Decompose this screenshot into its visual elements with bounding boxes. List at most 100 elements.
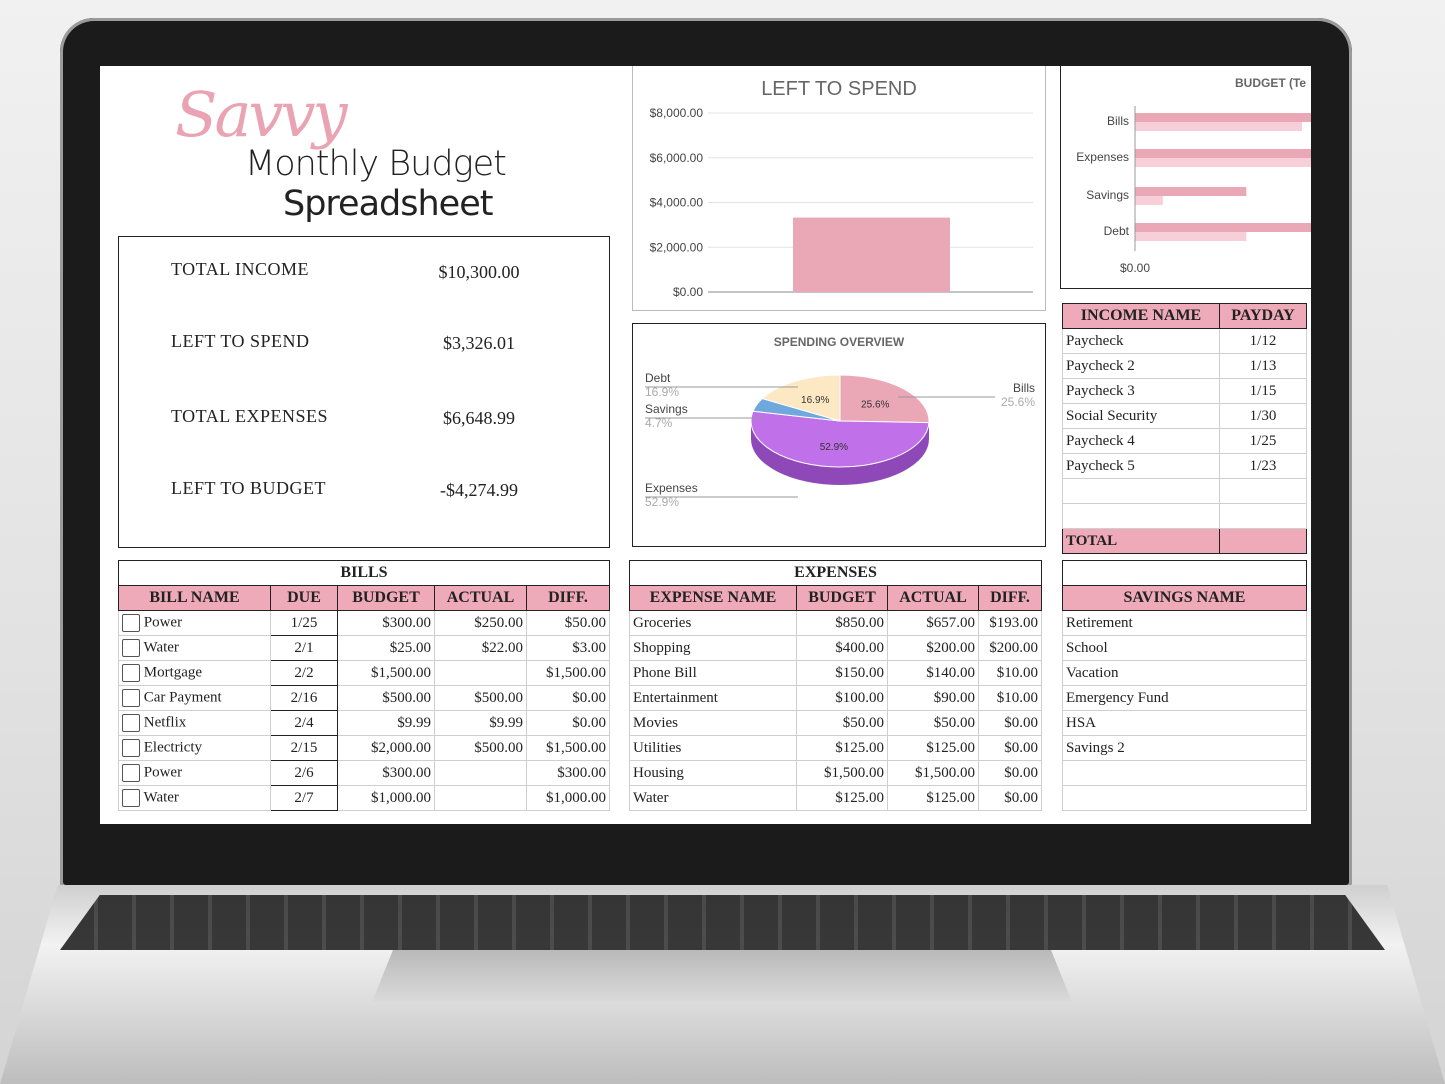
expense-name-cell[interactable]: Movies [629, 710, 797, 736]
income-name-cell[interactable] [1062, 503, 1220, 529]
expense-actual-cell[interactable]: $125.00 [887, 785, 979, 811]
bill-budget-cell[interactable]: $1,000.00 [337, 785, 435, 811]
bill-name-cell[interactable]: Car Payment [118, 685, 271, 711]
bill-budget-cell[interactable]: $1,500.00 [337, 660, 435, 686]
summary-value[interactable]: $3,326.01 [443, 333, 515, 353]
summary-value[interactable]: -$4,274.99 [440, 480, 518, 500]
bill-paid-checkbox[interactable] [122, 739, 140, 757]
income-payday-cell[interactable] [1219, 478, 1307, 504]
bill-actual-cell[interactable] [434, 760, 527, 786]
expense-diff-cell[interactable]: $0.00 [978, 785, 1042, 811]
income-name-cell[interactable]: Paycheck [1062, 328, 1220, 354]
bill-diff-cell[interactable]: $0.00 [526, 685, 610, 711]
bill-actual-cell[interactable] [434, 660, 527, 686]
bill-name-header[interactable]: BILL NAME [118, 585, 271, 611]
expense-diff-cell[interactable]: $200.00 [978, 635, 1042, 661]
bill-budget-cell[interactable]: $2,000.00 [337, 735, 435, 761]
expense-diff-cell[interactable]: $0.00 [978, 760, 1042, 786]
income-payday-cell[interactable]: 1/23 [1219, 453, 1307, 479]
spending-overview-chart[interactable]: SPENDING OVERVIEW 25.6% 52.9% 16.9% Debt 16.9… [632, 323, 1046, 547]
expense-diff-cell[interactable]: $0.00 [978, 735, 1042, 761]
bill-due-cell[interactable]: 2/7 [270, 785, 338, 811]
income-payday-cell[interactable] [1219, 503, 1307, 529]
bill-budget-cell[interactable]: $25.00 [337, 635, 435, 661]
bill-actual-cell[interactable]: $22.00 [434, 635, 527, 661]
income-name-cell[interactable]: Social Security [1062, 403, 1220, 429]
bill-actual-cell[interactable]: $500.00 [434, 685, 527, 711]
expense-name-cell[interactable]: Shopping [629, 635, 797, 661]
expense-budget-cell[interactable]: $150.00 [796, 660, 888, 686]
bill-actual-cell[interactable]: $250.00 [434, 610, 527, 636]
expense-diff-cell[interactable]: $10.00 [978, 685, 1042, 711]
budget-chart[interactable]: BUDGET (TeBillsExpensesSavingsDebt$0.00$… [1060, 66, 1311, 289]
income-name-cell[interactable]: Paycheck 2 [1062, 353, 1220, 379]
bill-paid-checkbox[interactable] [122, 664, 140, 682]
income-name-cell[interactable]: Paycheck 4 [1062, 428, 1220, 454]
bill-name-cell[interactable]: Electricty [118, 735, 271, 761]
bill-due-header[interactable]: DUE [270, 585, 338, 611]
bill-budget-header[interactable]: BUDGET [337, 585, 435, 611]
savings-name-cell[interactable]: School [1062, 635, 1307, 661]
expense-name-cell[interactable]: Groceries [629, 610, 797, 636]
bill-actual-header[interactable]: ACTUAL [434, 585, 527, 611]
savings-name-cell[interactable]: Savings 2 [1062, 735, 1307, 761]
bill-paid-checkbox[interactable] [122, 689, 140, 707]
expense-budget-cell[interactable]: $400.00 [796, 635, 888, 661]
income-name-cell[interactable]: Paycheck 3 [1062, 378, 1220, 404]
bill-diff-cell[interactable]: $50.00 [526, 610, 610, 636]
bill-name-cell[interactable]: Mortgage [118, 660, 271, 686]
bill-due-cell[interactable]: 2/2 [270, 660, 338, 686]
savings-name-cell[interactable]: HSA [1062, 710, 1307, 736]
income-total-label[interactable]: TOTAL [1062, 528, 1220, 554]
expense-budget-cell[interactable]: $50.00 [796, 710, 888, 736]
savings-name-cell[interactable] [1062, 785, 1307, 811]
left-to-spend-chart[interactable]: LEFT TO SPEND $8,000.00 $6,000.00 $4,000.00… [632, 66, 1046, 311]
income-payday-cell[interactable]: 1/12 [1219, 328, 1307, 354]
savings-name-cell[interactable]: Vacation [1062, 660, 1307, 686]
bill-due-cell[interactable]: 1/25 [270, 610, 338, 636]
bill-paid-checkbox[interactable] [122, 789, 140, 807]
expense-actual-cell[interactable]: $90.00 [887, 685, 979, 711]
expense-budget-cell[interactable]: $125.00 [796, 735, 888, 761]
bill-name-cell[interactable]: Water [118, 635, 271, 661]
bill-due-cell[interactable]: 2/6 [270, 760, 338, 786]
expense-actual-cell[interactable]: $125.00 [887, 735, 979, 761]
bill-name-cell[interactable]: Netflix [118, 710, 271, 736]
expense-diff-cell[interactable]: $10.00 [978, 660, 1042, 686]
bill-diff-cell[interactable]: $3.00 [526, 635, 610, 661]
income-payday-cell[interactable]: 1/25 [1219, 428, 1307, 454]
bill-diff-header[interactable]: DIFF. [526, 585, 610, 611]
bill-name-cell[interactable]: Power [118, 760, 271, 786]
expense-name-cell[interactable]: Entertainment [629, 685, 797, 711]
bill-budget-cell[interactable]: $9.99 [337, 710, 435, 736]
bill-paid-checkbox[interactable] [122, 714, 140, 732]
bill-budget-cell[interactable]: $500.00 [337, 685, 435, 711]
expense-budget-cell[interactable]: $125.00 [796, 785, 888, 811]
expense-name-header[interactable]: EXPENSE NAME [629, 585, 797, 611]
savings-name-cell[interactable]: Emergency Fund [1062, 685, 1307, 711]
bill-actual-cell[interactable]: $9.99 [434, 710, 527, 736]
income-name-cell[interactable]: Paycheck 5 [1062, 453, 1220, 479]
bill-diff-cell[interactable]: $1,500.00 [526, 660, 610, 686]
expense-actual-header[interactable]: ACTUAL [887, 585, 979, 611]
bill-diff-cell[interactable]: $0.00 [526, 710, 610, 736]
income-payday-cell[interactable]: 1/13 [1219, 353, 1307, 379]
expense-budget-cell[interactable]: $100.00 [796, 685, 888, 711]
expense-name-cell[interactable]: Water [629, 785, 797, 811]
bill-paid-checkbox[interactable] [122, 764, 140, 782]
bill-diff-cell[interactable]: $1,500.00 [526, 735, 610, 761]
bill-due-cell[interactable]: 2/16 [270, 685, 338, 711]
bill-due-cell[interactable]: 2/1 [270, 635, 338, 661]
summary-value[interactable]: $6,648.99 [443, 408, 515, 428]
expense-actual-cell[interactable]: $1,500.00 [887, 760, 979, 786]
income-payday-header[interactable]: PAYDAY [1219, 303, 1307, 329]
bill-actual-cell[interactable]: $500.00 [434, 735, 527, 761]
expense-name-cell[interactable]: Housing [629, 760, 797, 786]
income-name-cell[interactable] [1062, 478, 1220, 504]
income-name-header[interactable]: INCOME NAME [1062, 303, 1220, 329]
expense-diff-cell[interactable]: $0.00 [978, 710, 1042, 736]
expense-actual-cell[interactable]: $50.00 [887, 710, 979, 736]
bill-paid-checkbox[interactable] [122, 614, 140, 632]
savings-name-cell[interactable] [1062, 760, 1307, 786]
bill-budget-cell[interactable]: $300.00 [337, 760, 435, 786]
